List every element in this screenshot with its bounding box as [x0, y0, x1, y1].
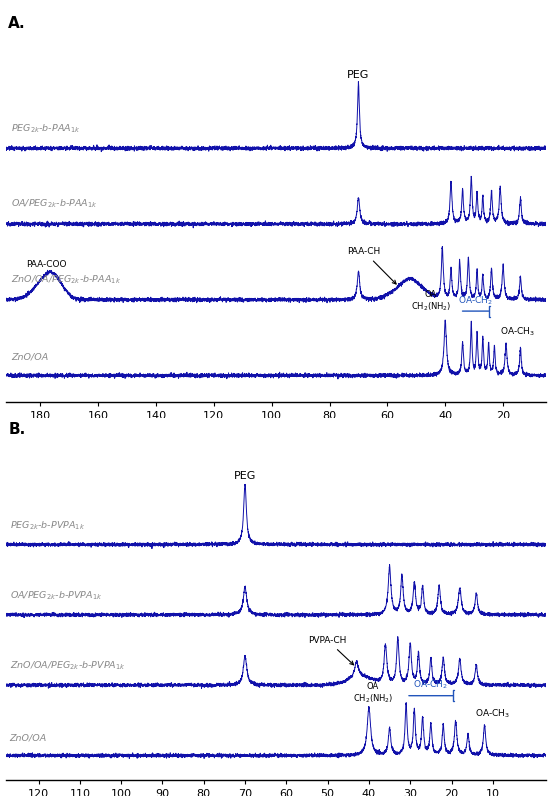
Text: OA-CH$_2$: OA-CH$_2$: [458, 294, 493, 306]
Text: A.: A.: [8, 16, 26, 31]
Text: PEG$_{2k}$-$b$-PVPA$_{1k}$: PEG$_{2k}$-$b$-PVPA$_{1k}$: [9, 519, 85, 532]
Text: ZnO/OA/PEG$_{2k}$-$b$-PVPA$_{1k}$: ZnO/OA/PEG$_{2k}$-$b$-PVPA$_{1k}$: [9, 660, 125, 673]
Text: PAA-COO: PAA-COO: [26, 260, 66, 269]
Text: OA-CH$_3$: OA-CH$_3$: [475, 708, 511, 720]
Text: OA-CH$_2$: OA-CH$_2$: [413, 679, 448, 692]
Text: PEG$_{2k}$-$b$-PAA$_{1k}$: PEG$_{2k}$-$b$-PAA$_{1k}$: [11, 122, 81, 135]
Text: ZnO/OA: ZnO/OA: [11, 353, 49, 362]
Text: OA/PEG$_{2k}$-$b$-PAA$_{1k}$: OA/PEG$_{2k}$-$b$-PAA$_{1k}$: [11, 198, 98, 210]
Text: B.: B.: [8, 422, 25, 436]
Text: PAA-CH: PAA-CH: [348, 248, 396, 284]
Text: ZnO/OA/PEG$_{2k}$-$b$-PAA$_{1k}$: ZnO/OA/PEG$_{2k}$-$b$-PAA$_{1k}$: [11, 274, 121, 286]
X-axis label: (ppm): (ppm): [259, 427, 293, 436]
Text: PVPA-CH: PVPA-CH: [309, 636, 354, 665]
Text: OA-CH$_3$: OA-CH$_3$: [500, 325, 535, 338]
Text: ZnO/OA: ZnO/OA: [9, 734, 47, 743]
Text: OA/PEG$_{2k}$-$b$-PVPA$_{1k}$: OA/PEG$_{2k}$-$b$-PVPA$_{1k}$: [9, 590, 102, 602]
Text: PEG: PEG: [234, 471, 256, 482]
Text: OA
CH$_2$(NH$_2$): OA CH$_2$(NH$_2$): [353, 681, 393, 704]
Text: PEG: PEG: [347, 70, 370, 80]
Text: OA
CH$_2$(NH$_2$): OA CH$_2$(NH$_2$): [411, 290, 451, 314]
